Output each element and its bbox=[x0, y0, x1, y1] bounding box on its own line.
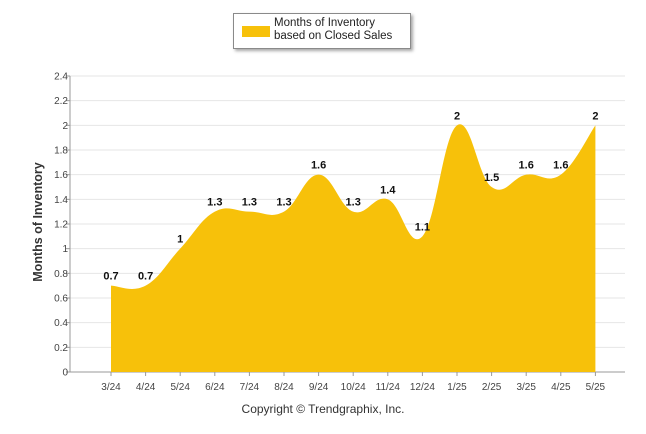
x-tick-label: 8/24 bbox=[274, 382, 294, 393]
x-tick-label: 11/24 bbox=[376, 382, 401, 393]
data-label: 1.3 bbox=[276, 197, 291, 209]
data-labels: 0.7 0.7 1 1.3 1.3 1.3 1.6 1.3 1.4 1.1 2 1.5 1.6 1.6 2 bbox=[103, 110, 598, 282]
data-label: 1.4 bbox=[380, 184, 396, 196]
series-area-fill bbox=[111, 124, 596, 372]
legend-swatch bbox=[242, 26, 270, 37]
x-tick-label: 3/25 bbox=[516, 382, 536, 393]
series-area bbox=[111, 124, 596, 372]
y-tick-label: 0.4 bbox=[54, 318, 68, 329]
data-label: 1.6 bbox=[519, 160, 534, 172]
x-tick-label: 7/24 bbox=[240, 382, 260, 393]
copyright-footer: Copyright © Trendgraphix, Inc. bbox=[241, 402, 405, 416]
y-axis-ticks: 0 0.2 0.4 0.6 0.8 1 1.2 1.4 1.6 1.8 2 2.2 2.4 bbox=[54, 72, 68, 379]
data-label: 0.7 bbox=[138, 271, 153, 283]
data-label: 1.6 bbox=[311, 160, 326, 172]
y-tick-label: 0.8 bbox=[54, 269, 68, 280]
data-label: 1.3 bbox=[242, 197, 257, 209]
legend-label: Months of Inventory based on Closed Sale… bbox=[274, 17, 393, 42]
y-tick-label: 2.4 bbox=[54, 72, 68, 83]
x-axis-ticks: 3/24 4/24 5/24 6/24 7/24 8/24 9/24 10/24 11/24 12… bbox=[101, 372, 606, 393]
y-tick-label: 1.4 bbox=[54, 195, 68, 206]
data-label: 0.7 bbox=[103, 271, 118, 283]
x-tick-label: 1/25 bbox=[447, 382, 467, 393]
x-tick-label: 4/24 bbox=[136, 382, 156, 393]
y-tick-label: 1.2 bbox=[54, 220, 68, 231]
y-axis-title: Months of Inventory bbox=[31, 162, 45, 282]
x-tick-label: 10/24 bbox=[341, 382, 366, 393]
x-tick-label: 5/24 bbox=[170, 382, 190, 393]
y-tick-label: 2 bbox=[62, 121, 68, 132]
data-label: 1 bbox=[177, 234, 183, 246]
data-label: 2 bbox=[592, 110, 598, 122]
data-label: 1.3 bbox=[346, 197, 361, 209]
y-tick-label: 0 bbox=[62, 368, 68, 379]
x-tick-label: 5/25 bbox=[586, 382, 606, 393]
y-tick-label: 1.8 bbox=[54, 146, 68, 157]
data-label: 1.6 bbox=[553, 160, 568, 172]
y-tick-label: 2.2 bbox=[54, 96, 68, 107]
x-tick-label: 9/24 bbox=[309, 382, 329, 393]
y-tick-label: 0.6 bbox=[54, 294, 68, 305]
y-tick-label: 1.6 bbox=[54, 170, 68, 181]
x-tick-label: 3/24 bbox=[101, 382, 121, 393]
x-tick-label: 2/25 bbox=[482, 382, 502, 393]
y-tick-label: 0.2 bbox=[54, 343, 68, 354]
y-tick-label: 1 bbox=[62, 244, 68, 255]
x-tick-label: 12/24 bbox=[410, 382, 435, 393]
data-label: 1.1 bbox=[415, 221, 430, 233]
legend: Months of Inventory based on Closed Sale… bbox=[233, 13, 411, 49]
x-tick-label: 6/24 bbox=[205, 382, 225, 393]
data-label: 1.5 bbox=[484, 172, 499, 184]
data-label: 2 bbox=[454, 110, 460, 122]
x-tick-label: 4/25 bbox=[551, 382, 571, 393]
data-label: 1.3 bbox=[207, 197, 222, 209]
